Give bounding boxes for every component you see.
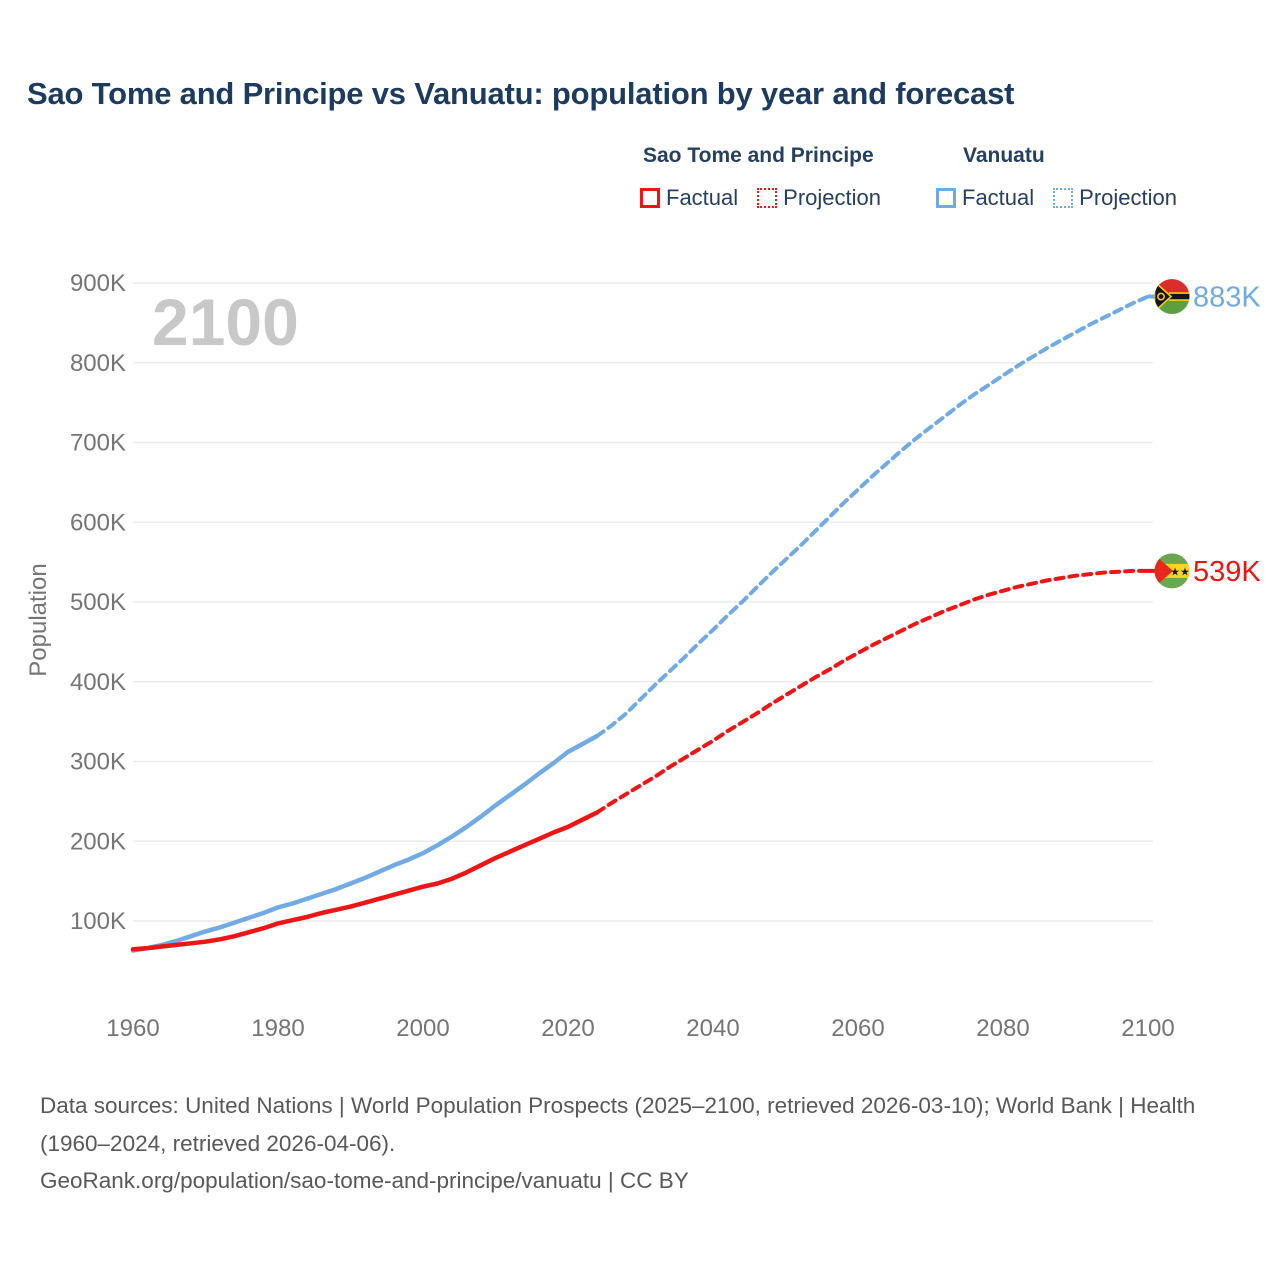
series-sao-tome-and-principe-projection[interactable] (595, 568, 1150, 815)
legend-item-label: Projection (783, 185, 881, 210)
x-axis-tick-labels: 1960 1980 2000 2020 2040 2060 2080 2100 (106, 1015, 1174, 1042)
series-sao-tome-and-principe-factual[interactable] (130, 810, 600, 952)
y-tick-label: 700K (70, 430, 126, 457)
legend-item-label: Factual (666, 185, 739, 210)
legend-item-vanuatu-factual[interactable]: Factual (936, 185, 1034, 211)
end-value-label: 883K (1193, 282, 1261, 314)
blue-solid-swatch-icon (936, 188, 956, 208)
georank-link[interactable]: GeoRank.org/population/sao-tome-and-prin… (40, 1168, 689, 1193)
gridlines (133, 282, 1153, 922)
legend-item-sao-tome-factual[interactable]: Factual (640, 185, 738, 211)
legend-items: Factual Projection Factual Projection (640, 185, 1280, 211)
x-tick-label: 1980 (251, 1015, 304, 1042)
x-tick-label: 2000 (396, 1015, 449, 1042)
end-value-label: 539K (1193, 556, 1261, 588)
x-tick-label: 2020 (541, 1015, 594, 1042)
x-tick-label: 2100 (1121, 1015, 1174, 1042)
x-tick-label: 1960 (106, 1015, 159, 1042)
legend: Sao Tome and Principe Vanuatu Factual Pr… (640, 144, 1280, 211)
flag-stars: ★★ (1170, 566, 1190, 578)
y-tick-label: 500K (70, 589, 126, 616)
legend-item-sao-tome-projection[interactable]: Projection (757, 185, 881, 211)
x-tick-label: 2040 (686, 1015, 739, 1042)
legend-group-title-vanuatu: Vanuatu (963, 144, 1045, 167)
y-tick-label: 600K (70, 509, 126, 536)
y-tick-label: 900K (70, 270, 126, 297)
y-tick-label: 400K (70, 669, 126, 696)
end-marker-sao-tome-and-principe[interactable]: ★★ 539K (1148, 553, 1261, 589)
data-sources-text: Data sources: United Nations | World Pop… (40, 1093, 1196, 1156)
series-vanuatu-factual[interactable] (130, 733, 600, 953)
series-vanuatu-projection[interactable] (595, 294, 1150, 738)
y-tick-label: 200K (70, 828, 126, 855)
legend-group-titles: Sao Tome and Principe Vanuatu (640, 144, 1280, 174)
legend-item-label: Projection (1079, 185, 1177, 210)
y-tick-label: 100K (70, 908, 126, 935)
footer: Data sources: United Nations | World Pop… (40, 1087, 1230, 1200)
legend-group-title-sao-tome: Sao Tome and Principe (643, 144, 874, 167)
x-tick-label: 2060 (831, 1015, 884, 1042)
vanuatu-flag-icon (1154, 279, 1190, 315)
red-solid-swatch-icon (640, 188, 660, 208)
watermark-year: 2100 (152, 285, 299, 359)
legend-item-label: Factual (962, 185, 1035, 210)
blue-dotted-swatch-icon (1053, 188, 1074, 208)
sao-tome-flag-icon: ★★ (1154, 553, 1190, 589)
x-tick-label: 2080 (976, 1015, 1029, 1042)
legend-item-vanuatu-projection[interactable]: Projection (1053, 185, 1177, 211)
red-dotted-swatch-icon (757, 188, 778, 208)
end-marker-vanuatu[interactable]: 883K (1148, 279, 1261, 315)
y-tick-label: 300K (70, 749, 126, 776)
y-axis-title: Population (25, 563, 52, 676)
y-tick-label: 800K (70, 350, 126, 377)
y-axis-tick-labels: 100K 200K 300K 400K 500K 600K 700K 800K 900K (70, 270, 126, 935)
page-title: Sao Tome and Principe vs Vanuatu: popula… (27, 76, 1015, 111)
